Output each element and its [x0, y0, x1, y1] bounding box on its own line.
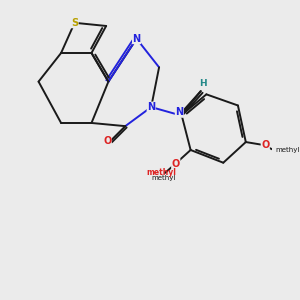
- Text: S: S: [71, 18, 78, 28]
- Text: O: O: [172, 158, 180, 169]
- Text: H: H: [199, 79, 207, 88]
- Text: N: N: [175, 107, 183, 117]
- Text: N: N: [133, 34, 141, 44]
- Text: O: O: [261, 140, 269, 150]
- Text: methyl: methyl: [275, 147, 300, 153]
- Text: O: O: [103, 136, 111, 146]
- Text: methyl: methyl: [147, 169, 177, 178]
- Text: N: N: [147, 102, 155, 112]
- Text: methyl: methyl: [152, 175, 176, 181]
